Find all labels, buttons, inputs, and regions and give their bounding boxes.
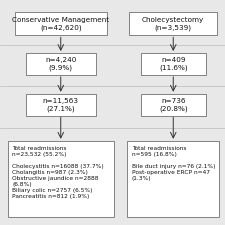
Text: n=409
(11.6%): n=409 (11.6%) bbox=[159, 57, 188, 71]
Text: n=11,563
(27.1%): n=11,563 (27.1%) bbox=[43, 98, 79, 112]
FancyBboxPatch shape bbox=[141, 53, 206, 75]
FancyBboxPatch shape bbox=[26, 94, 96, 116]
FancyBboxPatch shape bbox=[15, 12, 107, 35]
Text: Conservative Management
(n=42,620): Conservative Management (n=42,620) bbox=[12, 17, 109, 31]
Text: n=736
(20.8%): n=736 (20.8%) bbox=[159, 98, 188, 112]
Text: Cholecystectomy
(n=3,539): Cholecystectomy (n=3,539) bbox=[142, 17, 204, 31]
FancyBboxPatch shape bbox=[141, 94, 206, 116]
FancyBboxPatch shape bbox=[8, 141, 114, 217]
Text: Total readmissions
n=23,532 (55.2%)

Cholecystitis n=16088 (37.7%)
Cholangitis n: Total readmissions n=23,532 (55.2%) Chol… bbox=[12, 146, 104, 199]
FancyBboxPatch shape bbox=[129, 12, 217, 35]
Text: Total readmissions
n=595 (16.8%)

Bile duct injury n=76 (2.1%)
Post-operative ER: Total readmissions n=595 (16.8%) Bile du… bbox=[132, 146, 215, 181]
Text: n=4,240
(9.9%): n=4,240 (9.9%) bbox=[45, 57, 76, 71]
FancyBboxPatch shape bbox=[127, 141, 219, 217]
FancyBboxPatch shape bbox=[26, 53, 96, 75]
